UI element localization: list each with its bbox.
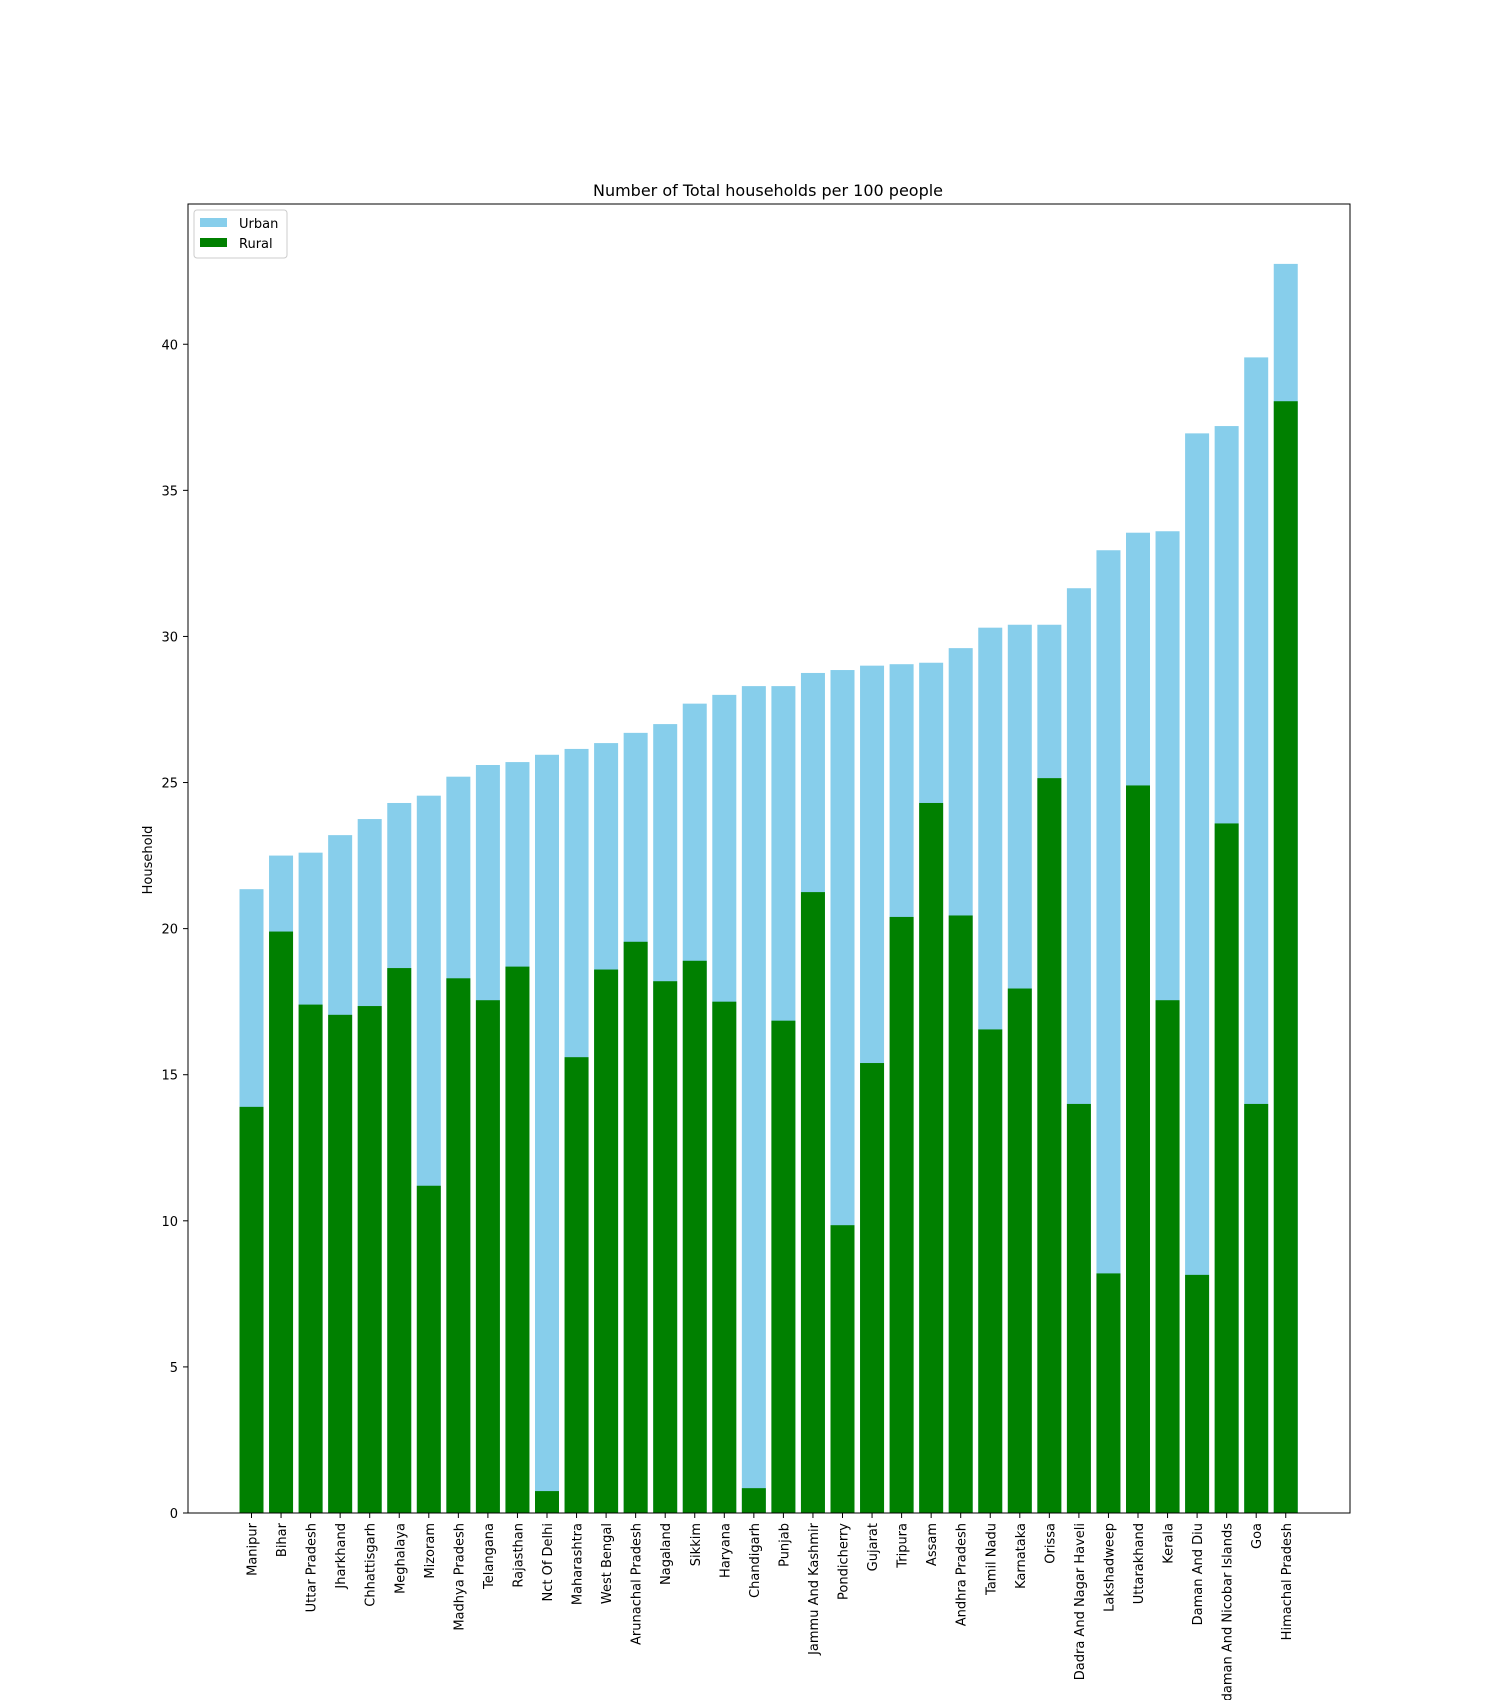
x-tick-label: Jammu And Kashmir <box>807 1522 822 1656</box>
x-tick-label: Meghalaya <box>393 1523 408 1594</box>
x-tick-label: Madhya Pradesh <box>452 1523 467 1631</box>
x-tick-label: Andhra Pradesh <box>955 1523 970 1626</box>
x-tick-label: Haryana <box>718 1523 733 1578</box>
x-tick-label: Nct Of Delhi <box>541 1523 556 1602</box>
plot-frame <box>187 203 1351 1514</box>
x-tick-label: Chhattisgarh <box>364 1523 379 1607</box>
x-tick-label: Chandigarh <box>748 1523 763 1598</box>
bar-rural-31 <box>1155 1000 1180 1513</box>
x-tick-label: Nagaland <box>659 1523 674 1585</box>
x-tick-label: Daman And Diu <box>1191 1523 1206 1625</box>
y-tick-label: 20 <box>161 923 178 938</box>
bar-rural-35 <box>1273 401 1298 1513</box>
x-tick-label: Dadra And Nagar Haveli <box>1073 1523 1088 1680</box>
bar-rural-27 <box>1037 778 1062 1513</box>
x-tick-label: Sikkim <box>689 1523 704 1566</box>
bar-rural-10 <box>535 1491 559 1513</box>
bar-rural-28 <box>1066 1103 1091 1513</box>
bar-rural-12 <box>594 969 619 1513</box>
legend-swatch-urban <box>200 218 227 227</box>
x-tick-label: Arunachal Pradesh <box>630 1523 645 1645</box>
x-axis-ticks: Manipur Bihar Uttar Pradesh Jharkhand Chhatt… <box>246 1513 1295 1700</box>
bar-rural-30 <box>1126 785 1150 1513</box>
x-tick-label: Telangana <box>482 1523 497 1590</box>
legend: Urban Rural <box>193 209 288 259</box>
x-tick-label: Goa <box>1250 1523 1265 1549</box>
bar-rural-2 <box>298 1004 323 1513</box>
x-tick-label: West Bengal <box>600 1523 615 1604</box>
bar-rural-16 <box>712 1001 737 1513</box>
x-tick-label: Maharashtra <box>571 1523 586 1605</box>
x-tick-label: Uttarakhand <box>1132 1523 1147 1604</box>
bar-rural-5 <box>387 968 412 1513</box>
bar-rural-14 <box>653 981 678 1513</box>
x-tick-label: Andaman And Nicobar Islands <box>1221 1523 1236 1700</box>
y-tick-label: 15 <box>161 1069 178 1084</box>
bar-rural-8 <box>475 1000 500 1513</box>
bar-rural-32 <box>1185 1274 1210 1513</box>
bar-rural-25 <box>978 1029 1003 1513</box>
bar-rural-34 <box>1244 1103 1269 1513</box>
bar-rural-20 <box>830 1225 855 1513</box>
bar-rural-21 <box>860 1063 885 1513</box>
x-tick-label: Gujarat <box>866 1523 881 1571</box>
bar-urban-17 <box>741 686 766 1513</box>
bar-rural-23 <box>919 802 944 1513</box>
x-tick-label: Himachal Pradesh <box>1280 1523 1295 1640</box>
x-tick-label: Assam <box>925 1523 940 1566</box>
bar-rural-17 <box>741 1488 766 1513</box>
bar-rural-4 <box>357 1006 382 1513</box>
bar-rural-22 <box>889 916 914 1513</box>
bar-urban-10 <box>535 754 559 1513</box>
bar-rural-7 <box>446 978 471 1513</box>
x-tick-label: Jharkhand <box>334 1523 349 1590</box>
x-tick-label: Tripura <box>896 1523 911 1569</box>
bars-group <box>239 263 1298 1513</box>
x-tick-label: Punjab <box>777 1523 792 1567</box>
y-tick-label: 5 <box>170 1361 178 1376</box>
bar-rural-3 <box>328 1014 353 1513</box>
x-tick-label: Uttar Pradesh <box>305 1523 320 1612</box>
x-tick-label: Karnataka <box>1014 1523 1029 1589</box>
y-tick-label: 30 <box>161 630 178 645</box>
bar-rural-11 <box>564 1057 589 1513</box>
y-axis-ticks: 0 5 10 15 20 25 30 35 40 <box>161 338 188 1522</box>
y-tick-label: 25 <box>161 777 178 792</box>
x-tick-label: Mizoram <box>423 1523 438 1579</box>
x-tick-label: Kerala <box>1162 1523 1177 1564</box>
legend-swatch-rural <box>200 238 227 247</box>
bar-rural-13 <box>623 941 648 1513</box>
bar-rural-19 <box>800 892 825 1513</box>
bar-rural-6 <box>416 1185 441 1513</box>
x-tick-label: Pondicherry <box>837 1523 852 1600</box>
bar-rural-1 <box>269 931 294 1513</box>
x-tick-label: Orissa <box>1043 1523 1058 1564</box>
x-tick-label: Bihar <box>275 1522 290 1557</box>
legend-label-urban: Urban <box>239 217 278 232</box>
bar-rural-9 <box>505 966 530 1513</box>
bar-rural-15 <box>682 960 707 1513</box>
bar-rural-18 <box>771 1020 796 1513</box>
bar-rural-0 <box>239 1106 264 1513</box>
bar-rural-33 <box>1214 823 1239 1513</box>
bar-rural-24 <box>948 915 973 1513</box>
y-tick-label: 35 <box>161 484 178 499</box>
chart-title: Number of Total households per 100 peopl… <box>593 181 943 200</box>
x-tick-label: Lakshadweep <box>1102 1523 1117 1612</box>
legend-label-rural: Rural <box>239 237 273 252</box>
x-tick-label: Tamil Nadu <box>984 1523 999 1596</box>
x-tick-label: Manipur <box>246 1522 261 1576</box>
x-tick-label: Rajasthan <box>511 1523 526 1588</box>
bar-rural-26 <box>1007 988 1032 1513</box>
y-axis-label: Household <box>141 826 156 895</box>
y-tick-label: 10 <box>161 1215 178 1230</box>
y-tick-label: 0 <box>170 1507 178 1522</box>
bar-rural-29 <box>1096 1273 1121 1513</box>
y-tick-label: 40 <box>161 338 178 353</box>
